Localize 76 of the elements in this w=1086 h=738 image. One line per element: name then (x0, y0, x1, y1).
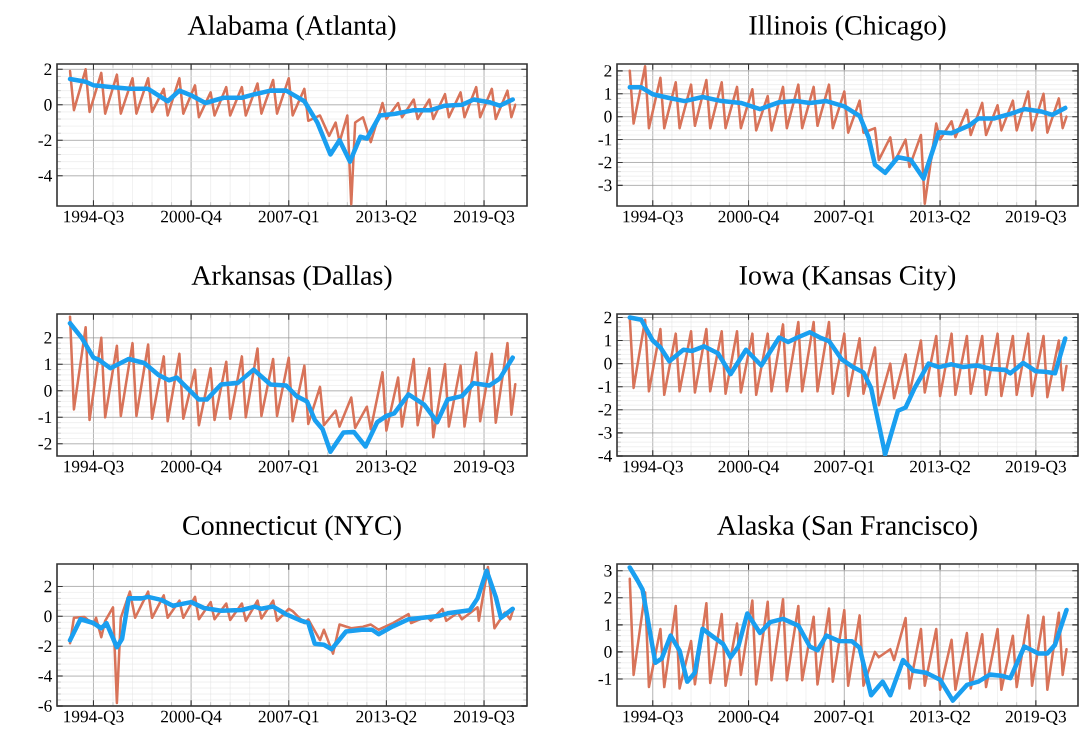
chart-title: Alaska (San Francisco) (717, 515, 977, 541)
y-tick-label: -2 (598, 404, 612, 416)
y-tick-label: -3 (598, 179, 612, 192)
line-series (67, 76, 515, 164)
chart-title: Connecticut (NYC) (183, 515, 401, 541)
x-tick-label: 1994-Q3 (64, 210, 124, 225)
line-series (627, 315, 1068, 456)
x-tick-label: 2000-Q4 (718, 710, 780, 726)
x-tick-label: 2019-Q3 (453, 710, 515, 726)
x-tick-label: 2000-Q4 (718, 210, 780, 226)
y-tick-label: 0 (44, 610, 52, 623)
x-tick-label: 2000-Q4 (161, 710, 222, 726)
x-tick-label: 1994-Q3 (623, 710, 683, 725)
y-tick-label: -2 (598, 156, 612, 169)
x-tick-label: 2019-Q3 (1005, 710, 1066, 726)
y-tick-label: -4 (38, 170, 53, 182)
y-tick-label: 2 (604, 65, 612, 77)
x-tick-label: 2007-Q1 (258, 710, 319, 726)
x-tick-label: 1994-Q3 (64, 710, 124, 725)
y-tick-label: 2 (44, 332, 52, 344)
chart-title: Arkansas (Dallas) (191, 265, 392, 291)
x-tick-label: 2019-Q3 (1005, 460, 1066, 476)
y-tick-label: 2 (44, 63, 52, 76)
y-tick-label: 0 (604, 110, 612, 123)
y-tick-label: -2 (38, 640, 52, 652)
x-tick-label: 2007-Q1 (814, 210, 875, 226)
x-tick-label: 1994-Q3 (64, 460, 124, 475)
x-tick-label: 2019-Q3 (1005, 210, 1066, 226)
y-tick-label: -4 (38, 670, 53, 682)
y-tick-label: 2 (44, 580, 52, 593)
x-tick-label: 2019-Q3 (453, 460, 515, 476)
y-tick-label: 1 (45, 358, 52, 371)
line-series (67, 321, 515, 455)
y-tick-label: 0 (44, 98, 52, 111)
x-tick-label: 2000-Q4 (161, 460, 222, 476)
x-tick-label: 2013-Q2 (356, 210, 417, 226)
y-tick-label: -1 (598, 133, 612, 146)
line-series (627, 565, 1069, 703)
x-tick-label: 2007-Q1 (814, 460, 875, 476)
x-tick-label: 2013-Q2 (356, 460, 417, 476)
x-tick-label: 2013-Q2 (356, 710, 417, 726)
x-tick-label: 2000-Q4 (718, 460, 780, 476)
y-tick-label: -1 (598, 381, 612, 393)
y-tick-label: -1 (598, 673, 612, 685)
line-series (628, 316, 1068, 407)
y-tick-label: -1 (38, 411, 52, 424)
x-tick-label: 2013-Q2 (910, 210, 970, 226)
x-tick-label: 1994-Q3 (623, 210, 683, 225)
y-tick-label: -2 (38, 438, 52, 450)
x-tick-label: 2000-Q4 (161, 210, 222, 226)
y-tick-label: -4 (598, 450, 613, 462)
x-tick-label: 2013-Q2 (910, 710, 970, 726)
chart-title: Iowa (Kansas City) (739, 265, 956, 291)
y-tick-label: 0 (44, 384, 52, 397)
y-tick-label: 0 (604, 357, 612, 370)
y-tick-label: 0 (604, 646, 612, 658)
y-tick-label: 1 (605, 88, 612, 100)
x-tick-label: 2007-Q1 (258, 460, 319, 476)
line-series (67, 568, 515, 652)
y-tick-label: -3 (598, 427, 612, 439)
line-series (68, 315, 517, 439)
y-tick-label: 3 (604, 564, 612, 577)
x-tick-label: 2007-Q1 (814, 710, 875, 726)
x-tick-label: 2007-Q1 (258, 210, 319, 226)
chart-title: Illinois (Chicago) (749, 15, 946, 41)
y-tick-label: -6 (38, 700, 52, 712)
y-tick-label: 2 (604, 592, 612, 604)
chart-title: Alabama (Atlanta) (187, 15, 396, 41)
y-tick-label: -2 (38, 134, 52, 147)
line-series (627, 85, 1068, 181)
x-tick-label: 1994-Q3 (623, 460, 683, 475)
y-tick-label: 1 (605, 619, 612, 631)
x-tick-label: 2019-Q3 (453, 210, 515, 226)
y-tick-label: 1 (605, 334, 612, 347)
y-tick-label: 2 (604, 311, 612, 324)
x-tick-label: 2013-Q2 (910, 460, 970, 476)
